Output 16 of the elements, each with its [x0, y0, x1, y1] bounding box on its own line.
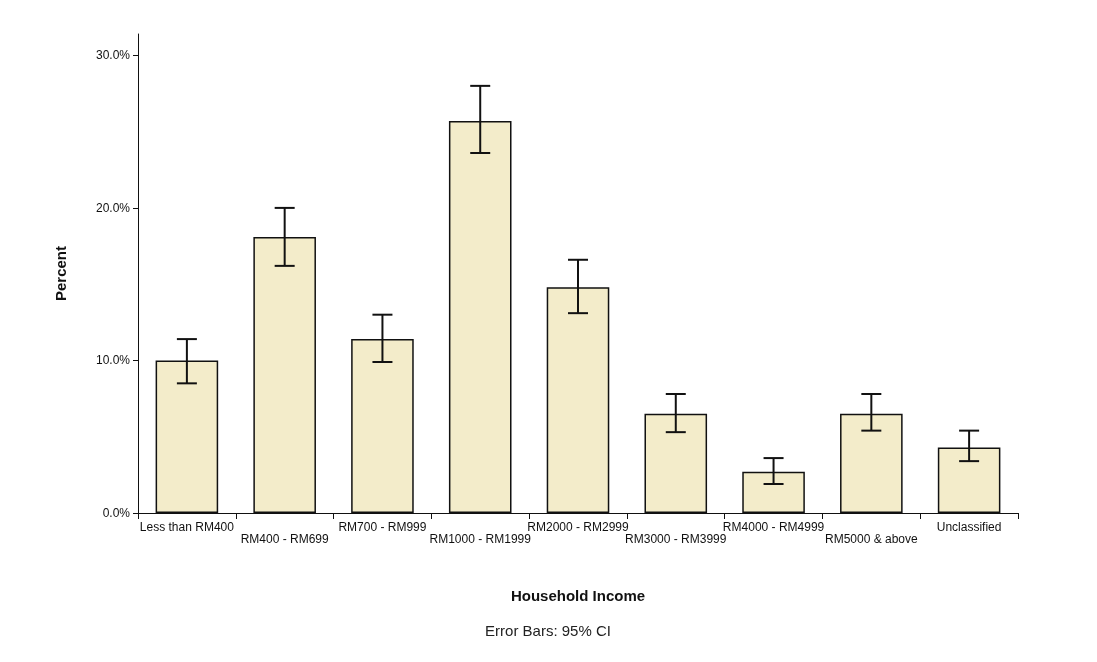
- x-tick-label: RM700 - RM999: [338, 520, 427, 534]
- y-axis-title: Percent: [52, 245, 69, 302]
- x-tick-label: Less than RM400: [139, 520, 235, 534]
- y-tick-label: 0.0%: [102, 506, 131, 520]
- x-tick-label: RM2000 - RM2999: [527, 520, 630, 534]
- y-tick-label: 10.0%: [95, 353, 131, 368]
- text: Error Bars: 95% CI: [485, 622, 611, 639]
- x-tick-label: RM5000 & above: [824, 532, 919, 546]
- x-axis-title: Household Income: [510, 587, 646, 604]
- x-tick-label: RM3000 - RM3999: [625, 532, 727, 546]
- y-tick-label: 20.0%: [95, 200, 131, 215]
- x-tick-label: RM4000 - RM4999: [722, 520, 825, 534]
- x-tick-label: RM400 - RM699: [240, 532, 330, 546]
- y-tick-label: 30.0%: [95, 48, 131, 63]
- x-tick-label: Unclassified: [936, 520, 1002, 534]
- x-tick-label: RM1000 - RM1999: [429, 532, 532, 546]
